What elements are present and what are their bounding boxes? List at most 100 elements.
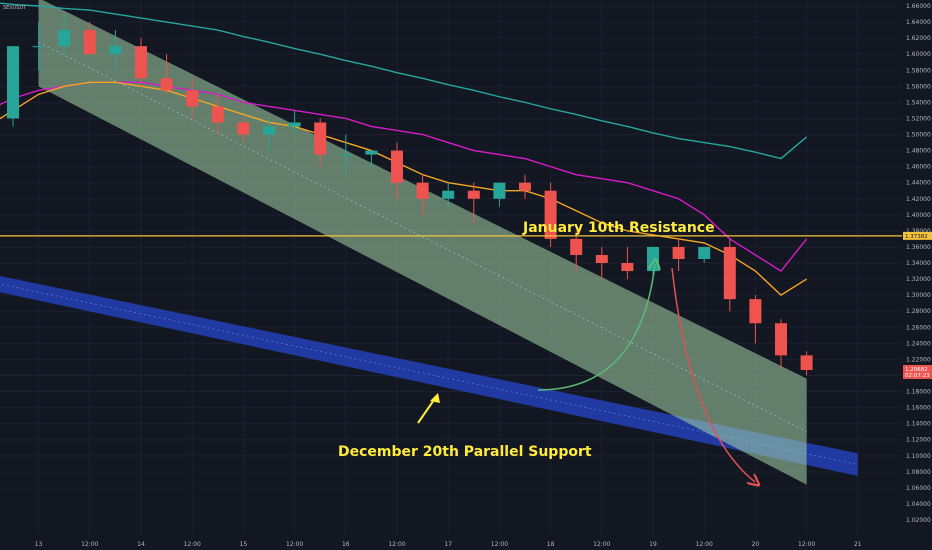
support-label: December 20th Parallel Support — [338, 444, 592, 460]
candle-body — [365, 150, 378, 155]
price-tick-label: 1.34000 — [906, 260, 931, 267]
price-tick-label: 1.58000 — [906, 67, 931, 74]
candle-body — [83, 30, 96, 55]
time-tick-label: 12:00 — [184, 541, 201, 548]
price-tick-label: 1.10000 — [906, 453, 931, 460]
candle-body — [416, 182, 429, 199]
candle-body — [186, 90, 199, 107]
symbol-label: SEI/USDT — [3, 5, 27, 11]
resistance-price-tag — [903, 231, 932, 240]
price-tick-label: 1.12000 — [906, 437, 931, 444]
price-tick-label: 1.24000 — [906, 340, 931, 347]
descending-channel — [38, 0, 807, 485]
candle-body — [800, 355, 813, 370]
candlestick-series — [7, 14, 813, 376]
price-tick-label: 1.06000 — [906, 485, 931, 492]
time-tick-label: 12:00 — [286, 541, 303, 548]
time-tick-label: 12:00 — [798, 541, 815, 548]
time-tick-label: 17 — [444, 541, 452, 548]
price-tick-label: 1.48000 — [906, 148, 931, 155]
price-tick-label: 1.42000 — [906, 196, 931, 203]
candle-body — [237, 122, 250, 135]
candle-body — [672, 246, 685, 259]
price-tick-label: 1.22000 — [906, 356, 931, 363]
candle-body — [749, 299, 762, 324]
price-tick-label: 1.16000 — [906, 405, 931, 412]
price-tick-label: 1.50000 — [906, 132, 931, 139]
price-tick-label: 1.18000 — [906, 389, 931, 396]
candle-body — [698, 246, 711, 259]
candle-body — [288, 122, 301, 127]
current-price-value: 1.20682 — [905, 367, 928, 373]
candle-body — [58, 30, 71, 47]
time-axis: 12:00 13 12:00 14 12:00 15 12:00 16 12:00 17 12:00… — [0, 536, 932, 550]
candle-body — [135, 46, 147, 79]
price-tick-label: 1.30000 — [906, 292, 931, 299]
candle-body — [263, 126, 275, 135]
price-axis: 1.66000 1.64000 1.62000 1.60000 1.58000 1.560… — [902, 0, 932, 550]
time-tick-label: 12:00 — [388, 541, 405, 548]
time-tick-label: 14 — [137, 541, 145, 548]
candle-body — [595, 254, 608, 263]
annotation-overlays: January 10th Resistance December 20th Par… — [0, 220, 902, 482]
candle-body — [519, 182, 531, 191]
price-tick-label: 1.62000 — [906, 35, 931, 42]
price-tick-label: 1.46000 — [906, 164, 931, 171]
time-tick-label: 12:00 — [593, 541, 610, 548]
channel-fill — [38, 0, 807, 485]
candle-body — [442, 190, 455, 199]
price-tick-label: 1.38000 — [906, 228, 931, 235]
current-price-tag — [903, 364, 932, 379]
candle-body — [211, 106, 224, 123]
support-pointer-head — [430, 393, 440, 403]
time-tick-label: 18 — [547, 541, 555, 548]
price-tick-label: 1.66000 — [906, 3, 931, 10]
candle-body — [467, 190, 480, 199]
price-tick-label: 1.28000 — [906, 308, 931, 315]
price-tick-label: 1.56000 — [906, 83, 931, 90]
candle-body — [7, 46, 19, 119]
price-tick-label: 1.14000 — [906, 421, 931, 428]
bullish-scenario-arrow — [537, 264, 655, 391]
candle-body — [32, 46, 45, 48]
candle-body — [160, 78, 173, 91]
candle-body — [109, 46, 122, 55]
time-tick-label: 12:00 — [696, 541, 713, 548]
resistance-label: January 10th Resistance — [522, 220, 715, 236]
candle-body — [647, 246, 659, 272]
time-tick-label: 16 — [342, 541, 350, 548]
candle-body — [570, 238, 583, 255]
support-band-fill — [0, 276, 858, 476]
ema-long-line — [0, 2, 808, 160]
candle-body — [339, 154, 352, 156]
candle-body — [775, 323, 787, 356]
candle-body — [544, 190, 557, 239]
price-tick-label: 1.08000 — [906, 469, 931, 476]
time-tick-label: 19 — [649, 541, 657, 548]
price-axis-background — [902, 0, 932, 550]
candle-body — [314, 122, 327, 155]
time-tick-label: 12:00 — [491, 541, 508, 548]
price-tick-label: 1.32000 — [906, 276, 931, 283]
time-tick-label: 15 — [240, 541, 248, 548]
price-tick-label: 1.26000 — [906, 324, 931, 331]
time-tick-label: 13 — [35, 541, 43, 548]
candle-body — [493, 182, 506, 199]
price-tick-label: 1.54000 — [906, 99, 931, 106]
candle-body — [723, 246, 736, 300]
time-tick-label: 12:00 — [81, 541, 98, 548]
time-tick-label: 20 — [752, 541, 760, 548]
candle-body — [391, 150, 403, 183]
price-tick-label: 1.04000 — [906, 501, 931, 508]
current-price-countdown: 02:07:23 — [905, 373, 930, 379]
price-tick-label: 1.64000 — [906, 19, 931, 26]
price-tick-label: 1.40000 — [906, 212, 931, 219]
time-axis-background — [0, 536, 932, 550]
time-tick-label: 21 — [854, 541, 862, 548]
resistance-price-tag-text: 1.37382 — [905, 234, 928, 240]
candle-body — [621, 263, 634, 272]
price-tick-label: 1.02000 — [906, 517, 931, 524]
channel-midline — [38, 41, 807, 433]
bearish-scenario-arrow — [671, 267, 755, 482]
